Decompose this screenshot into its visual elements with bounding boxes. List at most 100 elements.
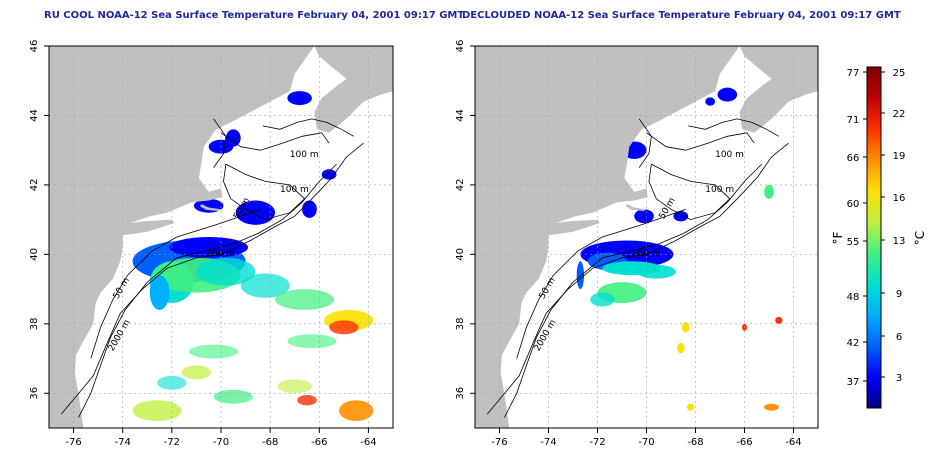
- y-tick-label: 42: [29, 179, 40, 192]
- island-land: [625, 204, 647, 211]
- celsius-tick-label: 6: [896, 332, 902, 343]
- sst-patch: [673, 210, 689, 222]
- sst-patch: [287, 334, 337, 349]
- nova-scotia-land: [739, 66, 818, 133]
- bathymetry-contour: [638, 118, 652, 168]
- x-tick-label: -76: [491, 437, 507, 448]
- bathymetry-contour: [646, 132, 755, 151]
- sst-patch: [181, 365, 212, 380]
- sst-patch: [686, 403, 695, 411]
- bathymetry-contour: [504, 163, 762, 418]
- celsius-tick-label: 16: [893, 193, 906, 204]
- x-tick-label: -66: [311, 437, 327, 448]
- y-tick-label: 44: [455, 109, 466, 122]
- island-land: [200, 204, 221, 211]
- land-mass: [475, 46, 818, 428]
- celsius-tick-label: 13: [893, 236, 906, 247]
- contour-label: 200 m: [206, 249, 235, 259]
- y-tick-label: 40: [455, 248, 466, 261]
- bathymetry-contour: [486, 142, 789, 415]
- sst-patch: [329, 320, 359, 335]
- fahrenheit-tick-label: 60: [847, 199, 860, 210]
- nova-scotia-land: [314, 66, 393, 133]
- bathymetry-contour: [90, 208, 261, 359]
- y-tick-label: 38: [29, 317, 40, 330]
- bathymetry-contour: [688, 118, 779, 137]
- sst-patch: [297, 395, 317, 406]
- fahrenheit-tick-label: 55: [847, 237, 860, 248]
- bathymetry-contour: [262, 118, 354, 137]
- colorbar-gradient: [866, 66, 882, 409]
- right-panel-title: DECLOUDED NOAA-12 Sea Surface Temperatur…: [462, 10, 901, 21]
- sst-patch: [321, 169, 337, 180]
- sst-patch: [764, 403, 779, 411]
- celsius-axis-label: °C: [913, 231, 927, 245]
- sst-patch: [169, 237, 249, 258]
- x-tick-label: -76: [65, 437, 81, 448]
- x-tick-label: -72: [589, 437, 605, 448]
- contour-label: 100 m: [705, 185, 734, 195]
- x-tick-label: -64: [785, 437, 801, 448]
- contour-label: 100 m: [280, 185, 309, 195]
- left-panel-title: RU COOL NOAA-12 Sea Surface Temperature …: [44, 10, 465, 21]
- sst-patch: [149, 275, 170, 310]
- x-tick-label: -70: [213, 437, 229, 448]
- sst-patch: [225, 129, 241, 147]
- fahrenheit-axis-label: °F: [831, 231, 845, 244]
- y-tick-label: 40: [29, 248, 40, 261]
- fahrenheit-tick-label: 66: [847, 153, 860, 164]
- y-tick-label: 38: [455, 317, 466, 330]
- sst-patch: [682, 322, 690, 333]
- x-tick-label: -74: [540, 437, 556, 448]
- sst-patch: [717, 87, 738, 102]
- y-tick-label: 46: [455, 40, 466, 53]
- sst-patch: [634, 209, 654, 224]
- celsius-tick-label: 25: [893, 68, 906, 79]
- sst-patch: [275, 289, 335, 310]
- sst-patch: [338, 400, 374, 422]
- contour-label: 100 m: [290, 150, 319, 160]
- fahrenheit-tick-label: 77: [847, 68, 860, 79]
- celsius-tick-label: 19: [893, 151, 906, 162]
- fahrenheit-tick-label: 48: [847, 292, 860, 303]
- fahrenheit-tick-label: 42: [847, 338, 860, 349]
- sst-patch: [705, 97, 716, 106]
- bathymetry-contour: [213, 118, 227, 168]
- sst-patch: [277, 379, 312, 394]
- sst-patch: [235, 200, 276, 225]
- sst-patch: [677, 342, 685, 354]
- x-tick-label: -70: [638, 437, 654, 448]
- y-tick-label: 36: [455, 387, 466, 400]
- celsius-tick-label: 22: [893, 109, 906, 120]
- sst-patch: [287, 91, 312, 106]
- sst-patch: [189, 344, 239, 359]
- sst-patch: [590, 292, 615, 307]
- sst-patch: [764, 184, 774, 199]
- x-tick-label: -64: [360, 437, 376, 448]
- x-tick-label: -68: [687, 437, 703, 448]
- y-tick-label: 36: [29, 387, 40, 400]
- sst-patch: [132, 400, 182, 422]
- contour-label: 100 m: [715, 150, 744, 160]
- bathymetry-contour: [516, 208, 686, 359]
- x-tick-label: -72: [164, 437, 180, 448]
- bathymetry-contour: [78, 163, 337, 418]
- bathymetry-contour: [220, 132, 330, 151]
- bathymetry-contour: [648, 163, 731, 221]
- y-tick-label: 44: [29, 109, 40, 122]
- sst-patch: [213, 389, 253, 404]
- fahrenheit-tick-label: 37: [847, 377, 860, 388]
- x-tick-label: -74: [115, 437, 131, 448]
- sst-patch: [196, 257, 256, 286]
- bathymetry-contour: [60, 142, 364, 415]
- sst-patch: [240, 273, 290, 298]
- celsius-tick-label: 9: [896, 289, 902, 300]
- celsius-tick-label: 3: [896, 373, 902, 384]
- y-tick-label: 46: [29, 40, 40, 53]
- y-tick-label: 42: [455, 179, 466, 192]
- fahrenheit-tick-label: 71: [847, 115, 860, 126]
